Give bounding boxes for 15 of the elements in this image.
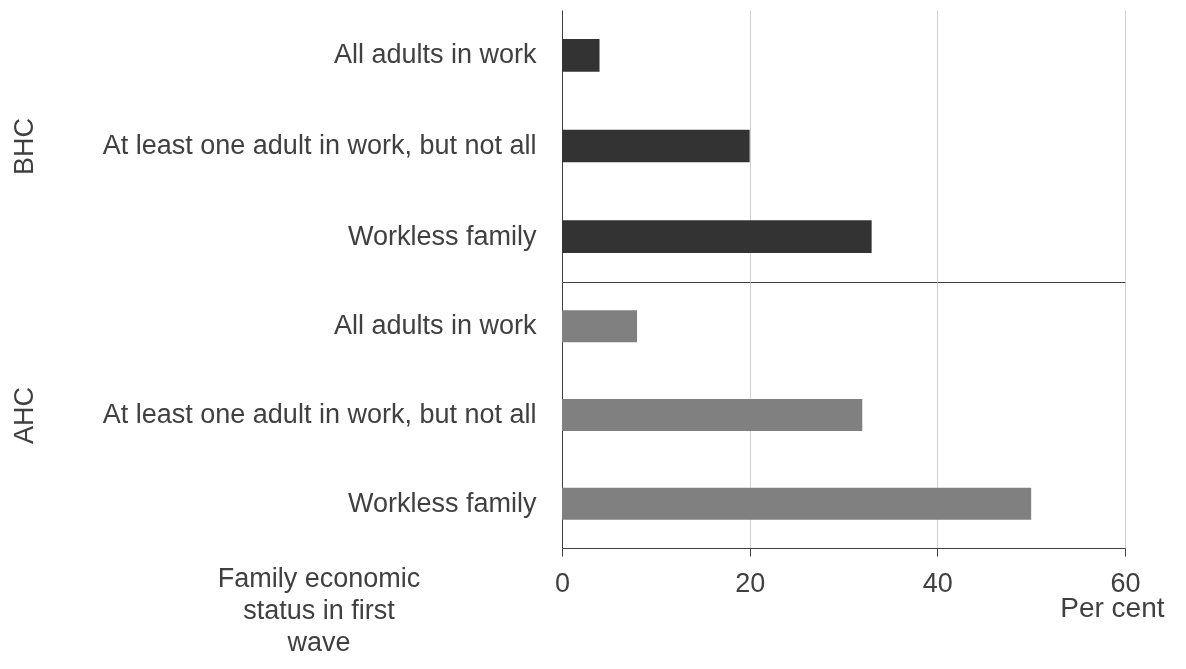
y-tick-label: Workless family — [347, 220, 537, 251]
y-tick-label: All adults in work — [333, 310, 537, 341]
y-tick-label: At least one adult in work, but not all — [102, 130, 537, 160]
y-axis-title: BHC — [8, 117, 39, 176]
y-tick-label: Workless family — [347, 487, 537, 518]
y-tick-label: At least one adult in work, but not all — [102, 399, 537, 429]
bar — [562, 487, 1032, 520]
x-tick-label: 40 — [922, 567, 953, 598]
y-tick-label: All adults in work — [333, 39, 537, 70]
y-axis-title: AHC — [8, 386, 39, 445]
bar — [562, 310, 638, 343]
x-tick-label: 0 — [554, 567, 571, 598]
text: Family economic status in first wave — [217, 563, 421, 657]
x-tick-label: 20 — [735, 567, 766, 598]
bar — [562, 399, 863, 431]
